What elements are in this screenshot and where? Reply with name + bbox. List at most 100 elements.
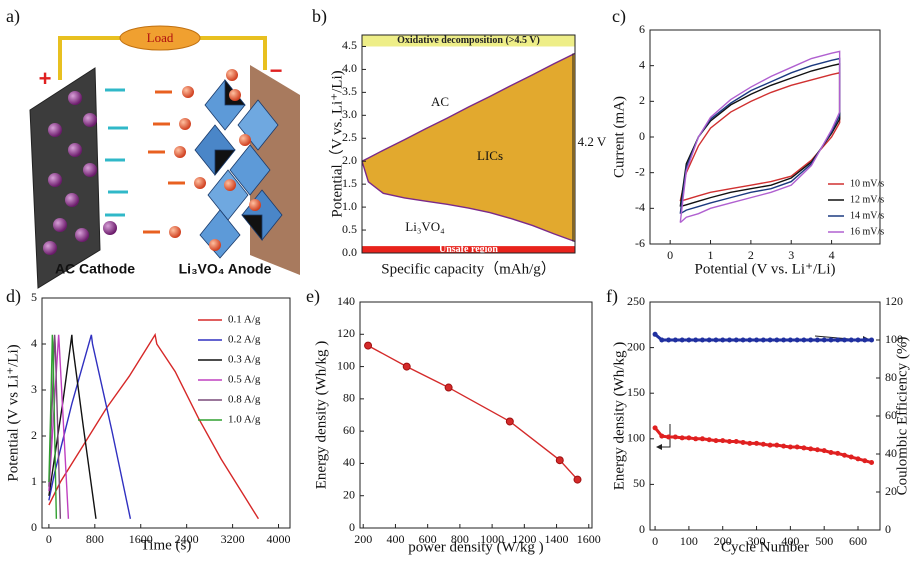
data-point <box>659 434 664 439</box>
x-axis-title: power density (W/kg ) <box>408 539 543 555</box>
y-tick-label: 0.5 <box>342 222 357 236</box>
y-tick-label: 20 <box>343 487 355 501</box>
anion-arrows <box>105 90 128 215</box>
data-point <box>653 332 658 337</box>
data-point <box>856 456 861 461</box>
x-tick-label: 0 <box>652 534 658 548</box>
data-point <box>808 446 813 451</box>
x-tick-label: 200 <box>354 532 372 546</box>
data-point <box>828 338 833 343</box>
data-point <box>808 338 813 343</box>
series-line <box>368 346 577 480</box>
x-tick-label: 400 <box>386 532 404 546</box>
y-tick-label: 1 <box>31 474 37 488</box>
data-point <box>693 436 698 441</box>
plot-frame <box>650 302 880 530</box>
data-point <box>666 434 671 439</box>
data-point <box>741 440 746 445</box>
y-axis-title: Potential（V vs. Li⁺/Li) <box>328 70 345 217</box>
area-fill <box>362 53 575 241</box>
y-axis-title: Energy density (Wh/kg ) <box>313 341 329 489</box>
data-point <box>673 434 678 439</box>
y-tick-label: 200 <box>627 339 645 353</box>
data-point <box>781 338 786 343</box>
data-point <box>849 455 854 460</box>
y-tick-label: 40 <box>343 455 355 469</box>
data-point <box>700 436 705 441</box>
y-tick-label: 0 <box>31 520 37 534</box>
data-point <box>754 338 759 343</box>
data-point <box>822 448 827 453</box>
anode-label: Li₃VO₄ Anode <box>179 261 272 277</box>
y-tick-label: -6 <box>635 236 645 250</box>
data-point <box>842 338 847 343</box>
y-axis-title: Potential (V vs Li⁺/Li) <box>5 344 21 481</box>
data-point <box>680 435 685 440</box>
data-point <box>713 438 718 443</box>
ion-arrows <box>143 92 185 232</box>
annotation: LICs <box>477 148 503 163</box>
panel-label: d) <box>6 286 21 307</box>
data-point <box>727 338 732 343</box>
data-point <box>747 441 752 446</box>
x-axis-title: Cycle Number <box>721 539 809 555</box>
y-tick-label: 100 <box>337 358 355 372</box>
y-axis-title: Energy density (Wh/kg ) <box>611 342 627 490</box>
x-tick-label: 0 <box>667 248 673 262</box>
data-point <box>869 338 874 343</box>
legend-label: 0.5 A/g <box>228 374 261 386</box>
data-point <box>828 450 833 455</box>
y-tick-label: -2 <box>635 164 645 178</box>
data-point <box>862 458 867 463</box>
data-point <box>720 338 725 343</box>
plus-sign: + <box>39 66 52 91</box>
data-point <box>862 338 867 343</box>
data-point <box>673 338 678 343</box>
panel-label: f) <box>606 286 618 307</box>
data-point <box>713 338 718 343</box>
data-point <box>734 439 739 444</box>
x-axis-title: Potential (V vs. Li⁺/Li) <box>695 261 836 277</box>
series-line <box>49 335 131 519</box>
y2-axis-title: Coulombic Efficiency (%) <box>894 337 910 496</box>
y-tick-label: 2 <box>639 93 645 107</box>
data-point <box>768 338 773 343</box>
data-point <box>788 338 793 343</box>
series-label: AC <box>431 94 449 109</box>
data-point <box>727 439 732 444</box>
x-axis-title: Specific capacity（mAh/g） <box>381 260 556 277</box>
x-tick-label: 800 <box>86 532 104 546</box>
panel-label: b) <box>312 6 327 27</box>
data-point <box>788 445 793 450</box>
data-point <box>365 342 372 349</box>
y-tick-label: 5 <box>31 290 37 304</box>
y-tick-label: 50 <box>633 476 645 490</box>
data-point <box>801 338 806 343</box>
data-point <box>741 338 746 343</box>
data-point <box>734 338 739 343</box>
data-point <box>849 338 854 343</box>
series-line <box>49 335 259 519</box>
series-label: Li₃VO₄ <box>405 219 445 234</box>
data-point <box>653 425 658 430</box>
data-point <box>761 442 766 447</box>
data-point <box>835 338 840 343</box>
y-tick-label: 3 <box>31 382 37 396</box>
data-point <box>856 338 861 343</box>
data-point <box>707 338 712 343</box>
legend-label: 12 mV/s <box>850 194 884 205</box>
x-tick-label: 1600 <box>577 532 601 546</box>
data-point <box>774 338 779 343</box>
band-label: Oxidative decomposition (>4.5 V) <box>397 35 540 46</box>
x-tick-label: 1 <box>708 248 714 262</box>
data-point <box>842 453 847 458</box>
data-point <box>801 445 806 450</box>
data-point <box>659 338 664 343</box>
x-tick-label: 0 <box>46 532 52 546</box>
x-tick-label: 100 <box>680 534 698 548</box>
data-point <box>822 338 827 343</box>
legend-label: 16 mV/s <box>850 226 884 237</box>
y-tick-label: 100 <box>627 431 645 445</box>
y-tick-label: 4 <box>639 57 645 71</box>
y-tick-label: -4 <box>635 200 645 214</box>
